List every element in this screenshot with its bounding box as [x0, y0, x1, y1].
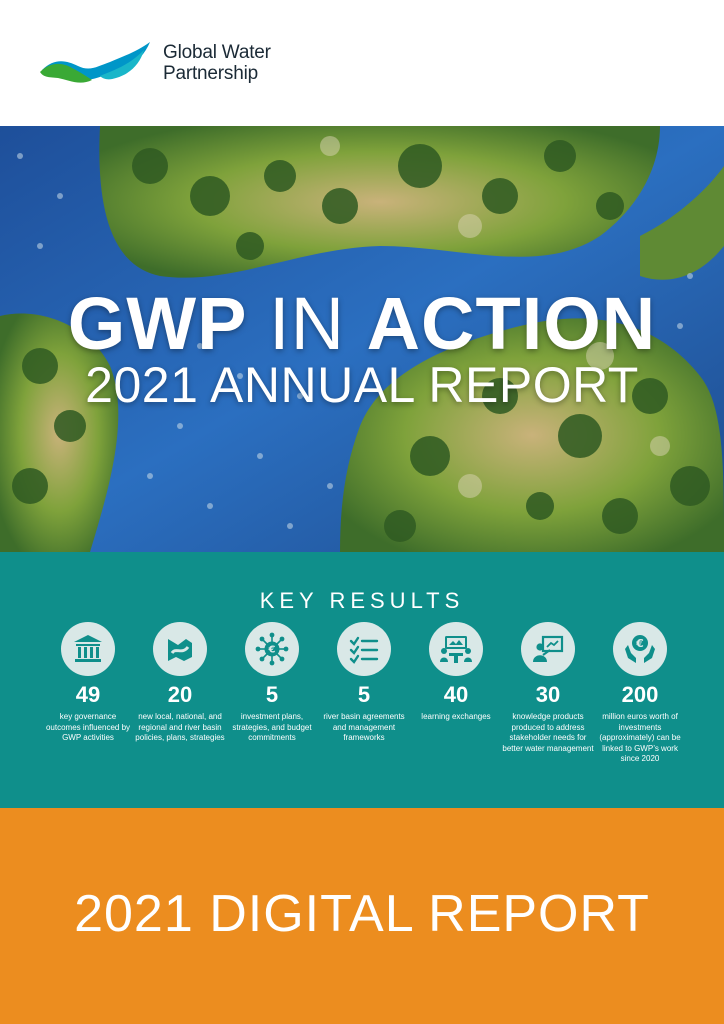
stat-value: 30 [535, 682, 561, 707]
page-header: Global Water Partnership [0, 0, 724, 126]
stat-description: learning exchanges [421, 712, 491, 721]
checklist-icon [349, 636, 379, 664]
people-meeting-icon [440, 636, 472, 663]
org-name: Global Water Partnership [163, 42, 271, 84]
stat-value: 49 [75, 682, 101, 707]
title-in: IN [247, 282, 367, 365]
stat-description: new local, national, and regional and ri… [135, 712, 225, 742]
org-name-line1: Global Water [163, 42, 271, 63]
aerial-river-photo [0, 126, 724, 552]
key-results-title: KEY RESULTS [259, 588, 465, 613]
government-building-icon [74, 635, 102, 662]
key-results-section: KEY RESULTS 49 key governance outcomes i… [0, 552, 724, 808]
water-wave-logo-icon [40, 42, 150, 83]
stat-description: key governance outcomes influenced by GW… [45, 712, 131, 742]
key-result-governance: 49 key governance outcomes influenced by… [38, 622, 138, 744]
key-result-agreements: 5 river basin agreements and management … [314, 622, 414, 744]
key-result-policies: 20 new local, national, and regional and… [130, 622, 230, 744]
title-gwp: GWP [67, 282, 248, 365]
stat-description: river basin agreements and management fr… [323, 712, 405, 742]
svg-text:€: € [268, 645, 276, 656]
gwp-logo[interactable]: Global Water Partnership [40, 36, 290, 94]
key-result-learning-exchanges: 40 learning exchanges [406, 622, 506, 723]
stat-value: 5 [357, 682, 371, 707]
stat-value: 5 [265, 682, 279, 707]
euro-network-icon: € [255, 632, 289, 666]
river-landscape-icon [168, 639, 192, 661]
report-subtitle: 2021 ANNUAL REPORT [85, 357, 639, 413]
svg-text:€: € [635, 637, 644, 650]
key-result-investments: € 200 million euros worth of investments… [590, 622, 690, 765]
key-result-knowledge-products: 30 knowledge products produced to addres… [498, 622, 598, 754]
hero-section: GWP IN ACTION 2021 ANNUAL REPORT [0, 126, 724, 552]
org-name-line2: Partnership [163, 63, 258, 84]
stat-value: 200 [621, 682, 659, 707]
report-title: GWP IN ACTION [0, 286, 724, 362]
stat-description: knowledge products produced to address s… [502, 712, 594, 753]
title-action: ACTION [366, 282, 657, 365]
stat-description: investment plans, strategies, and budget… [232, 712, 312, 742]
key-result-investment-plans: € 5 investment plans, strategies, and bu… [222, 622, 322, 744]
presentation-icon [533, 635, 564, 662]
digital-report-banner[interactable]: 2021 DIGITAL REPORT [0, 808, 724, 1024]
euro-hands-icon: € [625, 635, 655, 663]
stat-value: 40 [443, 682, 469, 707]
digital-report-title: 2021 DIGITAL REPORT [74, 885, 650, 943]
stat-description: million euros worth of investments (appr… [599, 712, 681, 763]
stat-value: 20 [167, 682, 193, 707]
